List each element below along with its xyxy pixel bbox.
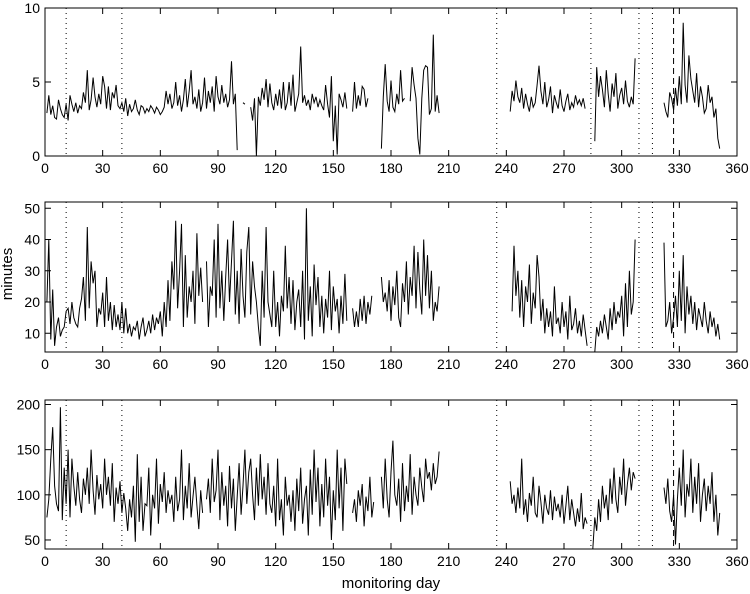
- x-tick-label-middle-90: 90: [210, 356, 226, 372]
- series-line-top-5: [409, 34, 440, 155]
- x-tick-label-bottom-300: 300: [610, 553, 634, 569]
- x-tick-label-top-240: 240: [495, 160, 519, 176]
- x-tick-label-top-210: 210: [437, 160, 461, 176]
- x-tick-label-bottom-60: 60: [153, 553, 169, 569]
- x-tick-label-bottom-240: 240: [495, 553, 519, 569]
- y-axis-label-middle: minutes: [0, 248, 16, 301]
- series-line-top-1: [242, 102, 246, 105]
- x-tick-label-middle-180: 180: [379, 356, 403, 372]
- x-tick-label-top-150: 150: [322, 160, 346, 176]
- x-tick-label-middle-120: 120: [264, 356, 288, 372]
- series-line-middle-5: [594, 239, 636, 352]
- series-line-middle-0: [46, 220, 204, 346]
- series-line-top-0: [46, 61, 238, 151]
- series-line-middle-6: [663, 242, 721, 340]
- series-line-middle-4: [511, 245, 588, 346]
- x-tick-label-middle-150: 150: [322, 356, 346, 372]
- x-tick-label-top-30: 30: [95, 160, 111, 176]
- x-tick-label-bottom-330: 330: [668, 553, 692, 569]
- series-line-top-3: [352, 81, 369, 112]
- x-tick-label-middle-30: 30: [95, 356, 111, 372]
- x-tick-label-top-90: 90: [210, 160, 226, 176]
- x-tick-label-top-60: 60: [153, 160, 169, 176]
- series-line-bottom-5: [592, 458, 636, 549]
- x-tick-label-top-360: 360: [725, 160, 749, 176]
- y-tick-label-top-0: 0: [32, 148, 40, 164]
- series-line-top-6: [509, 65, 586, 114]
- x-tick-label-top-270: 270: [552, 160, 576, 176]
- x-axis-label-bottom: monitoring day: [342, 575, 441, 592]
- series-line-middle-3: [380, 239, 440, 328]
- series-line-top-4: [380, 64, 405, 149]
- y-tick-label-middle-40: 40: [24, 232, 40, 248]
- plot-frame-middle: [44, 201, 738, 353]
- x-tick-label-bottom-0: 0: [41, 553, 49, 569]
- series-line-bottom-6: [663, 449, 721, 545]
- series-line-middle-2: [352, 295, 373, 328]
- y-tick-label-middle-20: 20: [24, 294, 40, 310]
- x-tick-label-top-180: 180: [379, 160, 403, 176]
- y-tick-label-bottom-50: 50: [24, 532, 40, 548]
- x-tick-label-bottom-360: 360: [725, 553, 749, 569]
- y-tick-label-top-5: 5: [32, 74, 40, 90]
- x-tick-label-middle-360: 360: [725, 356, 749, 372]
- series-line-top-7: [594, 58, 636, 142]
- y-tick-label-bottom-100: 100: [17, 487, 41, 503]
- chart-panel-bottom: 0 30 60 90 120 150 180 210 240 270 300 330 360 50 100 1…: [17, 397, 749, 569]
- series-line-top-8: [663, 22, 721, 149]
- x-tick-label-middle-0: 0: [41, 356, 49, 372]
- chart-panel-top: 0 30 60 90 120 150 180 210 240 270 300 330 360 0 5 10: [24, 0, 748, 176]
- y-tick-label-top-10: 10: [24, 0, 40, 16]
- series-line-bottom-4: [509, 458, 588, 530]
- x-tick-label-bottom-180: 180: [379, 553, 403, 569]
- y-tick-label-bottom-200: 200: [17, 397, 41, 413]
- series-line-bottom-0: [46, 407, 204, 542]
- x-tick-label-top-0: 0: [41, 160, 49, 176]
- y-tick-label-middle-30: 30: [24, 263, 40, 279]
- x-tick-label-middle-240: 240: [495, 356, 519, 372]
- y-tick-label-middle-50: 50: [24, 200, 40, 216]
- x-tick-label-bottom-120: 120: [264, 553, 288, 569]
- x-tick-label-middle-60: 60: [153, 356, 169, 372]
- x-tick-label-middle-330: 330: [668, 356, 692, 372]
- x-tick-label-top-330: 330: [668, 160, 692, 176]
- series-line-bottom-3: [380, 440, 440, 522]
- x-tick-label-top-300: 300: [610, 160, 634, 176]
- x-tick-label-bottom-90: 90: [210, 553, 226, 569]
- y-tick-label-bottom-150: 150: [17, 442, 41, 458]
- series-line-top-2: [250, 46, 348, 156]
- x-tick-label-bottom-30: 30: [95, 553, 111, 569]
- x-tick-label-bottom-210: 210: [437, 553, 461, 569]
- x-tick-label-middle-300: 300: [610, 356, 634, 372]
- series-line-bottom-2: [352, 476, 375, 527]
- x-tick-label-bottom-150: 150: [322, 553, 346, 569]
- series-line-middle-1: [206, 208, 348, 346]
- x-tick-label-top-120: 120: [264, 160, 288, 176]
- series-line-bottom-1: [206, 449, 348, 541]
- chart-panel-middle: 0 30 60 90 120 150 180 210 240 270 300 330 360 10 20 30…: [24, 200, 748, 372]
- x-tick-label-middle-270: 270: [552, 356, 576, 372]
- x-tick-label-middle-210: 210: [437, 356, 461, 372]
- y-tick-label-middle-10: 10: [24, 325, 40, 341]
- x-tick-label-bottom-270: 270: [552, 553, 576, 569]
